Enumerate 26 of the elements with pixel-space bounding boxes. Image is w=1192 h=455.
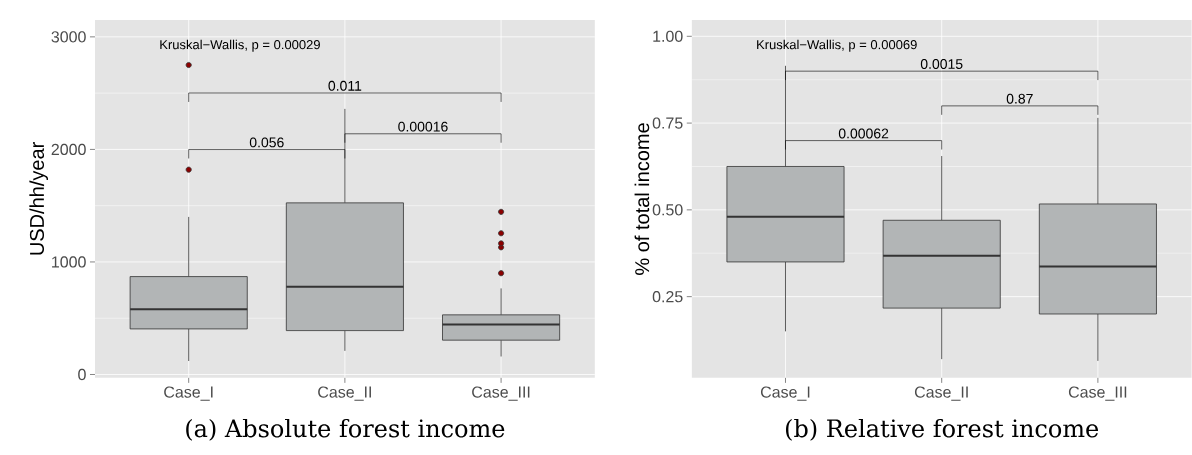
y-tick-label: 3000 bbox=[51, 31, 86, 43]
y-axis-title: % of total income bbox=[634, 123, 650, 275]
x-tick-label: Case_III bbox=[472, 386, 530, 401]
annotation: 0.87 bbox=[1006, 93, 1033, 104]
y-tick-label: 1.00 bbox=[653, 30, 683, 43]
x-tick-label: Case_III bbox=[1068, 386, 1127, 401]
annotation: 0.00016 bbox=[398, 121, 448, 132]
annotation: 0.00062 bbox=[838, 128, 889, 139]
annotation: 0.011 bbox=[328, 80, 362, 91]
annotation: 0.0015 bbox=[920, 59, 963, 70]
text: (b) Relative forest income bbox=[786, 418, 1099, 441]
y-tick-label: 2000 bbox=[51, 143, 86, 156]
annotation: 0.056 bbox=[249, 137, 284, 148]
annotation: Kruskal−Wallis, p = 0.00029 bbox=[160, 39, 320, 52]
y-tick-label: 1000 bbox=[52, 256, 86, 268]
x-tick-label: Case_I bbox=[760, 386, 810, 401]
text: (a) Absolute forest income bbox=[186, 418, 505, 441]
x-tick-label: Case_II bbox=[914, 386, 968, 401]
y-tick-label: 0.50 bbox=[652, 204, 683, 216]
y-tick-label: 0.25 bbox=[652, 291, 683, 303]
y-tick-label: 0 bbox=[78, 368, 86, 381]
x-tick-label: Case_I bbox=[164, 386, 213, 401]
annotation: Kruskal−Wallis, p = 0.00069 bbox=[757, 39, 917, 52]
y-tick-label: 0.75 bbox=[652, 117, 683, 129]
x-tick-label: Case_II bbox=[318, 386, 371, 401]
y-axis-title: USD/hh/year bbox=[29, 142, 48, 255]
